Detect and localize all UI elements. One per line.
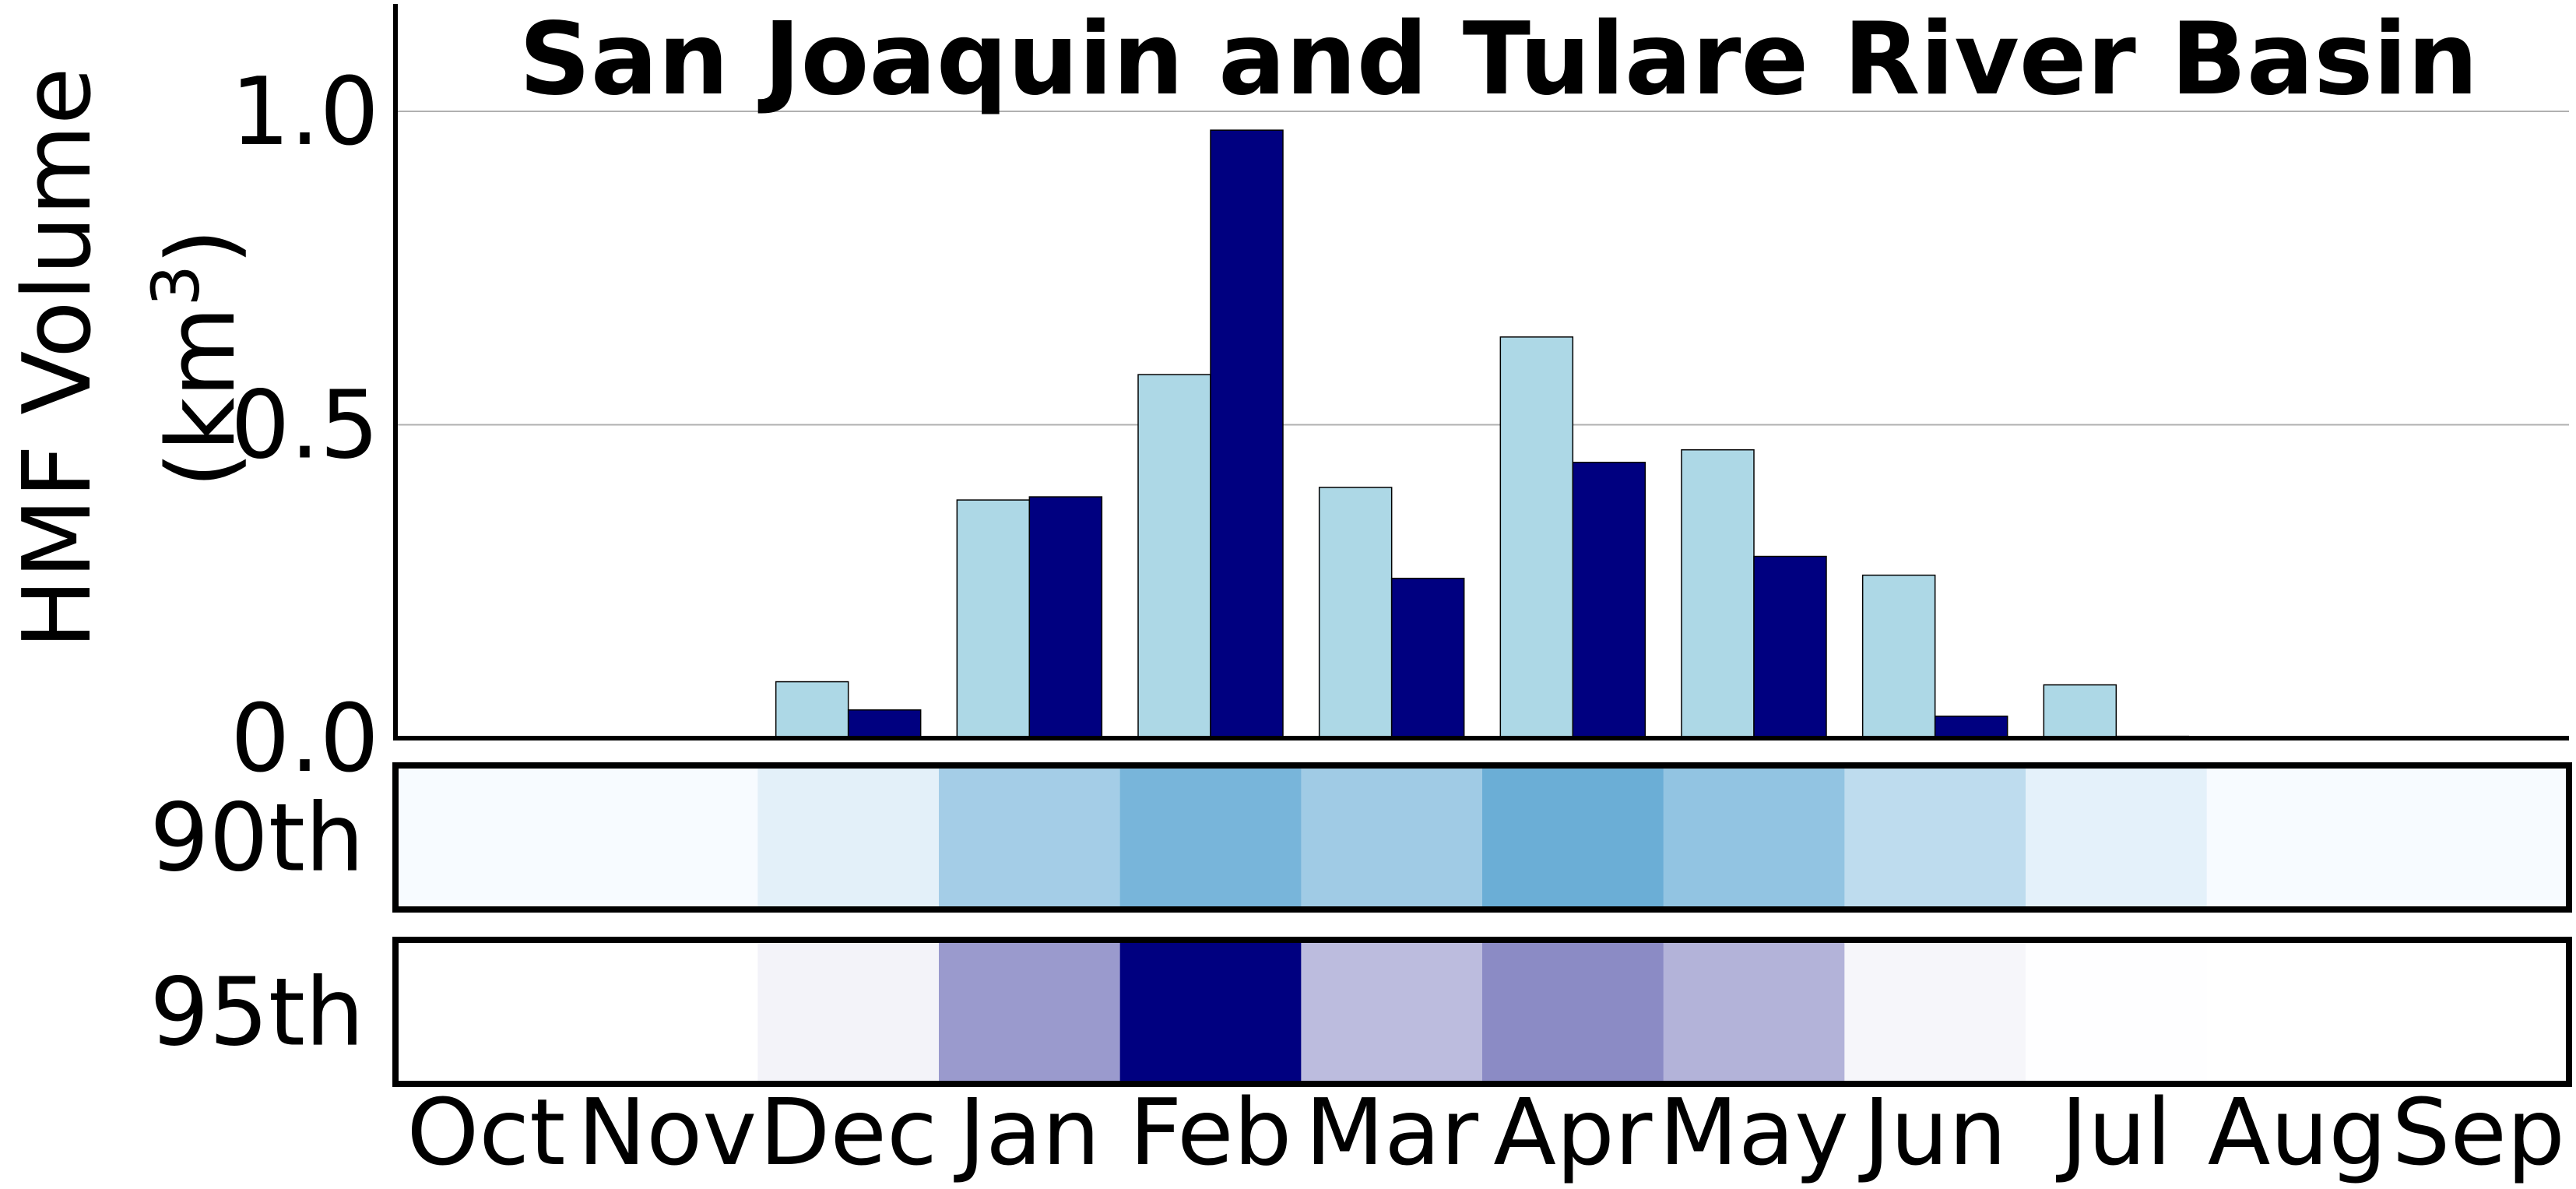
heatmap-cell-95th-dec <box>757 940 940 1084</box>
heatmap-row-label: 90th <box>149 785 364 893</box>
y-axis-label-group: HMF Volume <box>4 67 112 649</box>
bar-s0-jan <box>956 499 1031 739</box>
bar-s0-dec <box>775 681 849 739</box>
x-tick-label: Jul <box>2055 1078 2171 1185</box>
bar-s0-jul <box>2043 684 2117 739</box>
heatmap-cell-95th-mar <box>1301 940 1483 1084</box>
heatmap-cell-90th-jan <box>939 765 1121 909</box>
y-axis-unit-open: (km <box>148 307 256 488</box>
axes <box>393 4 2569 740</box>
x-tick-label: Nov <box>578 1078 757 1185</box>
bars <box>775 129 2190 739</box>
heatmap-cell-90th-jul <box>2026 765 2208 909</box>
heatmap-frame-90th <box>392 762 2572 913</box>
bar-s1-apr <box>1572 462 1646 739</box>
heatmap: 90th 95th <box>149 762 2572 1087</box>
heatmap-cell-90th-may <box>1663 765 1845 909</box>
y-axis-unit-close: ) <box>148 228 256 265</box>
heatmap-cell-90th-sep <box>2388 765 2570 909</box>
x-tick-label: Sep <box>2391 1078 2564 1185</box>
y-tick-label: 0.0 <box>230 685 379 793</box>
bar-s1-jan <box>1028 496 1103 739</box>
y-axis-unit-group: (km3) <box>138 228 256 487</box>
bar-s0-may <box>1681 449 1755 739</box>
x-tick-label: Dec <box>759 1078 937 1185</box>
heatmap-cell-95th-oct <box>395 940 578 1084</box>
heatmap-frame-95th <box>392 937 2572 1087</box>
x-tick-label: May <box>1659 1078 1849 1185</box>
x-tick-label: Aug <box>2208 1078 2387 1185</box>
y-tick-labels: 0.0 0.5 1.0 <box>230 58 379 793</box>
y-axis-label: HMF Volume <box>4 67 112 649</box>
chart-title: San Joaquin and Tulare River Basin <box>519 2 2479 118</box>
gridlines <box>395 111 2569 426</box>
heatmap-cell-90th-nov <box>576 765 758 909</box>
bar-s1-jun <box>1934 716 2008 739</box>
y-axis-unit: (km3) <box>138 228 256 487</box>
x-tick-label: Mar <box>1305 1078 1478 1185</box>
x-tick-label: Feb <box>1130 1078 1292 1185</box>
heatmap-row-label: 95th <box>149 959 364 1068</box>
heatmap-cell-95th-jan <box>939 940 1121 1084</box>
x-tick-labels: Oct Nov Dec Jan Feb Mar Apr May Jun Jul Aug Sep <box>406 1078 2565 1186</box>
x-tick-label: Jan <box>953 1078 1100 1185</box>
bar-s1-may <box>1753 555 1827 739</box>
heatmap-cell-90th-mar <box>1301 765 1483 909</box>
heatmap-cell-95th-may <box>1663 940 1845 1084</box>
y-axis-unit-sup: 3 <box>138 265 214 306</box>
heatmap-cell-90th-dec <box>757 765 940 909</box>
heatmap-cell-95th-nov <box>576 940 758 1084</box>
heatmap-cell-90th-aug <box>2206 765 2388 909</box>
heatmap-cell-95th-jun <box>1844 940 2026 1084</box>
heatmap-cell-95th-feb <box>1119 940 1302 1084</box>
bar-s0-apr <box>1499 336 1574 739</box>
x-tick-label: Oct <box>406 1078 565 1185</box>
bar-s1-mar <box>1390 577 1465 739</box>
bar-s1-feb <box>1210 129 1284 739</box>
bar-s0-mar <box>1318 487 1393 739</box>
bar-s0-jun <box>1861 574 1936 739</box>
heatmap-cell-95th-jul <box>2026 940 2208 1084</box>
heatmap-cell-90th-feb <box>1119 765 1302 909</box>
heatmap-cell-95th-sep <box>2388 940 2570 1084</box>
heatmap-cell-90th-apr <box>1482 765 1664 909</box>
heatmap-cell-90th-jun <box>1844 765 2026 909</box>
y-tick-label: 0.5 <box>230 372 379 480</box>
x-tick-label: Jun <box>1857 1078 2006 1185</box>
bar-s0-feb <box>1137 374 1211 739</box>
x-tick-label: Apr <box>1493 1078 1653 1185</box>
heatmap-cell-95th-aug <box>2206 940 2388 1084</box>
y-tick-label: 1.0 <box>230 58 379 167</box>
heatmap-cell-95th-apr <box>1482 940 1664 1084</box>
bar-s1-dec <box>847 709 922 739</box>
heatmap-cell-90th-oct <box>395 765 578 909</box>
